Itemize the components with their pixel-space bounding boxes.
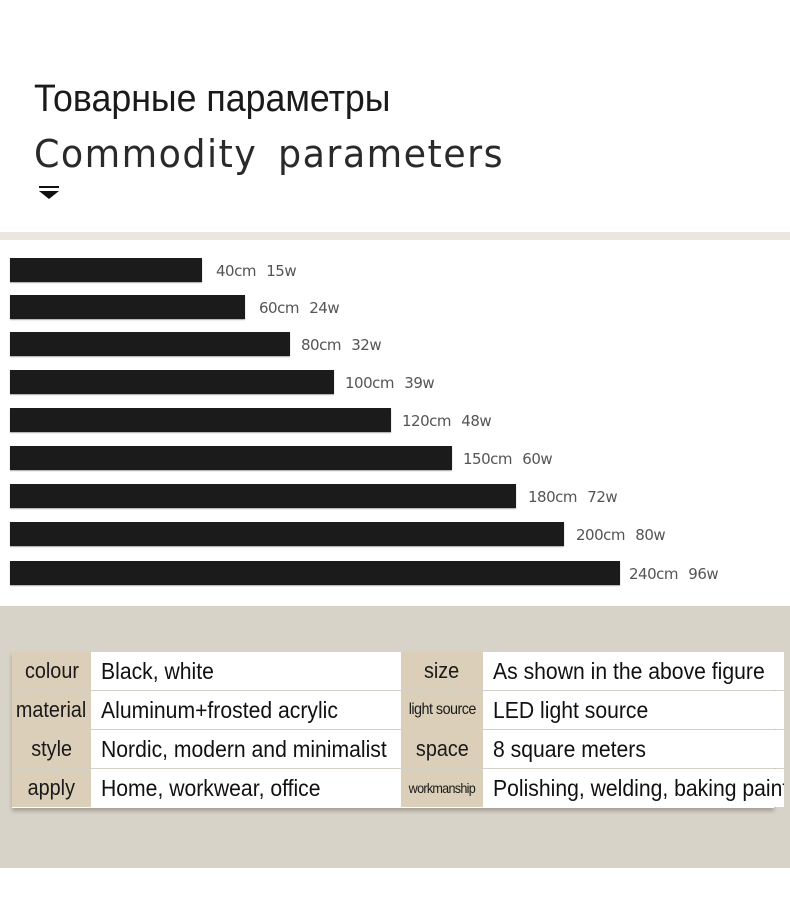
spec-key-text: colour	[24, 658, 79, 683]
length-text: 180cm	[528, 488, 578, 506]
size-label: 180cm 72w	[528, 488, 618, 506]
spec-key-text: material	[16, 697, 87, 722]
down-arrow-icon	[39, 186, 59, 199]
spec-key: light source	[401, 691, 483, 729]
length-text: 80cm	[301, 336, 341, 354]
spec-value-text: 8 square meters	[493, 735, 646, 762]
length-text: 40cm	[216, 262, 256, 280]
spec-key: workmanship	[401, 769, 483, 807]
length-text: 120cm	[402, 412, 452, 430]
header: Товарные параметры Commodity parameters	[0, 0, 790, 232]
spec-key-text: style	[31, 736, 72, 761]
lamp-bar	[10, 522, 564, 546]
length-text: 200cm	[576, 526, 626, 544]
power-text: 96w	[688, 565, 719, 583]
power-text: 60w	[522, 450, 553, 468]
spec-value: As shown in the above figure	[483, 652, 784, 690]
length-text: 150cm	[463, 450, 513, 468]
spec-value: Aluminum+frosted acrylic	[91, 691, 411, 729]
title-russian: Товарные параметры	[34, 78, 391, 120]
size-label: 40cm 15w	[216, 262, 297, 280]
spec-value-text: Nordic, modern and minimalist	[101, 735, 387, 762]
size-label: 150cm 60w	[463, 450, 553, 468]
spec-value-text: Polishing, welding, baking paint	[493, 774, 784, 801]
power-text: 24w	[309, 299, 340, 317]
row-separator	[12, 729, 774, 730]
lamp-bar	[10, 561, 620, 585]
spec-key-text: apply	[27, 775, 76, 800]
length-text: 240cm	[629, 565, 679, 583]
lamp-bar	[10, 332, 290, 356]
power-text: 32w	[351, 336, 382, 354]
lamp-bar	[10, 370, 334, 394]
size-label: 60cm 24w	[259, 299, 340, 317]
length-text: 60cm	[259, 299, 299, 317]
size-label: 120cm 48w	[402, 412, 492, 430]
size-label: 100cm 39w	[345, 374, 435, 392]
length-text: 100cm	[345, 374, 395, 392]
spec-key: material	[12, 691, 91, 729]
lamp-bar	[10, 408, 391, 432]
power-text: 72w	[587, 488, 618, 506]
spec-value: Home, workwear, office	[91, 769, 411, 807]
spec-key: colour	[12, 652, 91, 690]
spec-value-text: Home, workwear, office	[101, 774, 321, 801]
size-label: 240cm 96w	[629, 565, 719, 583]
row-separator	[12, 768, 774, 769]
section-divider	[0, 232, 790, 240]
spec-table: colour Black, white size As shown in the…	[12, 652, 784, 808]
power-text: 48w	[461, 412, 492, 430]
spec-row: material Aluminum+frosted acrylic light …	[12, 691, 784, 730]
spec-value-text: Aluminum+frosted acrylic	[101, 696, 338, 723]
lamp-bar	[10, 446, 452, 470]
size-chart: 40cm 15w 60cm 24w 80cm 32w 100cm 39w 120…	[0, 240, 790, 606]
footer-space	[0, 868, 790, 913]
row-separator	[12, 690, 774, 691]
spec-key: style	[12, 730, 91, 768]
size-label: 200cm 80w	[576, 526, 666, 544]
power-text: 15w	[266, 262, 297, 280]
lamp-bar	[10, 258, 202, 282]
spec-key: size	[401, 652, 483, 690]
spec-value: Black, white	[91, 652, 411, 690]
size-label: 80cm 32w	[301, 336, 382, 354]
spec-value: Nordic, modern and minimalist	[91, 730, 411, 768]
spec-value: Polishing, welding, baking paint	[483, 769, 784, 807]
spec-row: style Nordic, modern and minimalist spac…	[12, 730, 784, 769]
spec-value: LED light source	[483, 691, 784, 729]
spec-row: colour Black, white size As shown in the…	[12, 652, 784, 691]
spec-key: apply	[12, 769, 91, 807]
spec-value-text: Black, white	[101, 657, 214, 684]
spec-key-text: light source	[408, 701, 476, 718]
spec-value: 8 square meters	[483, 730, 784, 768]
power-text: 80w	[635, 526, 666, 544]
spec-key: space	[401, 730, 483, 768]
lamp-bar	[10, 295, 245, 319]
spec-row: apply Home, workwear, office workmanship…	[12, 769, 784, 808]
power-text: 39w	[404, 374, 435, 392]
spec-key-text: space	[415, 736, 469, 761]
lamp-bar	[10, 484, 516, 508]
spec-value-text: As shown in the above figure	[493, 657, 765, 684]
spec-value-text: LED light source	[493, 696, 649, 723]
spec-key-text: size	[424, 658, 460, 683]
title-english: Commodity parameters	[34, 132, 505, 176]
spec-key-text: workmanship	[408, 780, 476, 796]
